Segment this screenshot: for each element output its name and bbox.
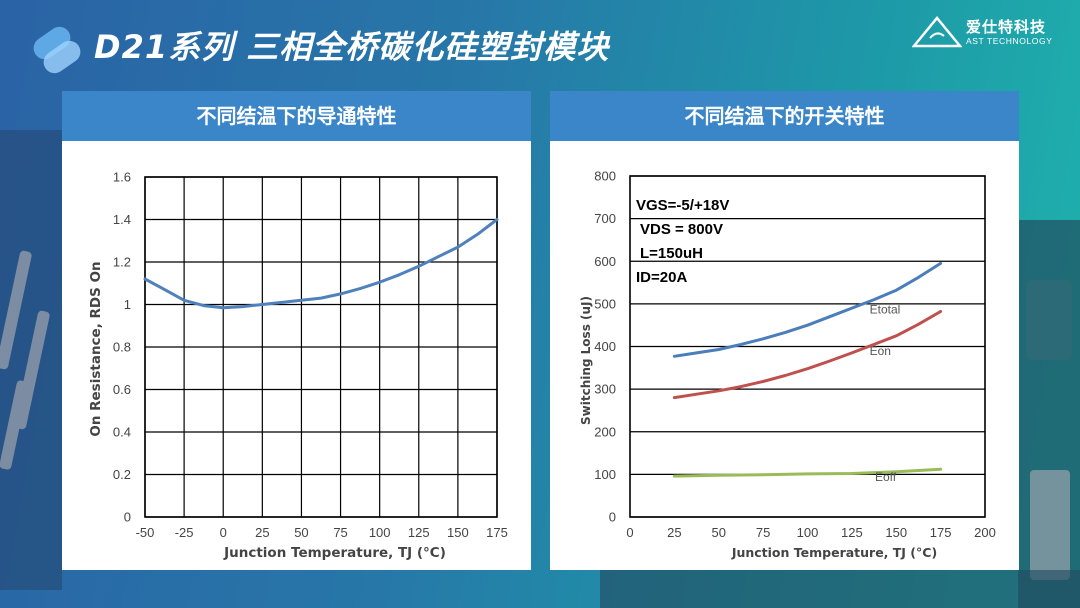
x-tick-label: 0 [220,525,227,540]
x-tick-label: 25 [667,525,681,540]
eoff-series-line [672,467,943,478]
y-axis-label: Switching Loss (uJ) [579,296,593,425]
switching-loss-chart: 0 25 50 75 100 125 150 175 200 0 100 200 300 400 500 60… [579,169,996,561]
x-tick-label: 100 [797,525,819,540]
y-tick-label: 0.2 [113,467,131,482]
y-tick-label: 1.4 [113,212,131,227]
y-tick-label: 800 [594,169,616,184]
condition-annotation: ID=20A [636,269,687,286]
y-tick-label: 1 [124,297,131,312]
x-axis-label: Junction Temperature, TJ (°C) [223,545,446,561]
x-tick-label: 175 [486,525,508,540]
y-tick-label: 400 [594,339,616,354]
x-tick-label: 0 [626,525,633,540]
x-tick-label: 75 [333,525,347,540]
y-tick-label: 1.2 [113,255,131,270]
series-label: Eoff [875,470,897,484]
y-tick-label: 600 [594,254,616,269]
y-tick-label: 1.6 [113,170,131,185]
etotal-series-line [672,261,943,358]
x-tick-label: 150 [447,525,469,540]
x-tick-label: 75 [756,525,770,540]
x-tick-label: 150 [885,525,907,540]
page-title: D21系列 三相全桥碳化硅塑封模块 [94,28,610,66]
plot-frame [629,175,986,518]
condition-annotation: VDS = 800V [640,221,723,238]
module-pins-decoration [0,130,62,590]
rds-on-chart: -50 -25 0 25 50 75 100 125 150 175 0 0.2 0.4 0.6 0.8 1 1… [88,170,508,562]
rds-on-chart-panel: 不同结温下的导通特性 -50 -25 0 25 50 75 100 125 150 175 0 0.2… [62,91,531,570]
x-tick-label: 125 [841,525,863,540]
y-tick-label: 200 [594,424,616,439]
x-tick-label: -50 [136,525,155,540]
series-label: Eon [870,344,891,358]
logo-mark-icon [33,26,81,74]
y-tick-label: 500 [594,296,616,311]
x-tick-label: 125 [408,525,430,540]
y-tick-label: 0 [609,510,616,525]
brand-name: 爱仕特科技 [966,18,1047,36]
x-tick-label: 25 [255,525,269,540]
brand-subtitle: AST TECHNOLOGY [966,36,1053,46]
module-bottom-decoration [600,570,1080,608]
condition-annotation: VGS=-5/+18V [636,197,729,214]
data-series-line [143,218,499,310]
y-tick-label: 700 [594,211,616,226]
switching-loss-chart-panel: 不同结温下的开关特性 0 25 50 75 100 125 150 175 200 0 100 200… [550,91,1019,570]
plot-frame [144,176,498,518]
y-axis-label: On Resistance, RDS On [88,261,104,436]
x-tick-label: 200 [974,525,996,540]
switching-chart-title: 不同结温下的开关特性 [550,91,1019,141]
module-body-decoration [1018,220,1080,608]
x-tick-label: 50 [294,525,308,540]
x-tick-label: -25 [175,525,194,540]
y-tick-label: 300 [594,382,616,397]
x-tick-label: 100 [369,525,391,540]
y-tick-label: 0.4 [113,425,131,440]
brand-logo: 爱仕特科技 AST TECHNOLOGY [912,14,1062,54]
x-tick-label: 50 [712,525,726,540]
eon-series-line [672,310,943,400]
ast-logo-icon [912,16,962,48]
rds-chart-title: 不同结温下的导通特性 [62,91,531,141]
x-tick-label: 175 [930,525,952,540]
y-tick-label: 0.6 [113,382,131,397]
series-label: Etotal [870,302,901,316]
x-axis-label: Junction Temperature, TJ (°C) [731,545,937,560]
y-tick-label: 100 [594,467,616,482]
condition-annotation: L=150uH [640,245,703,262]
y-tick-label: 0.8 [113,340,131,355]
y-tick-label: 0 [124,510,131,525]
